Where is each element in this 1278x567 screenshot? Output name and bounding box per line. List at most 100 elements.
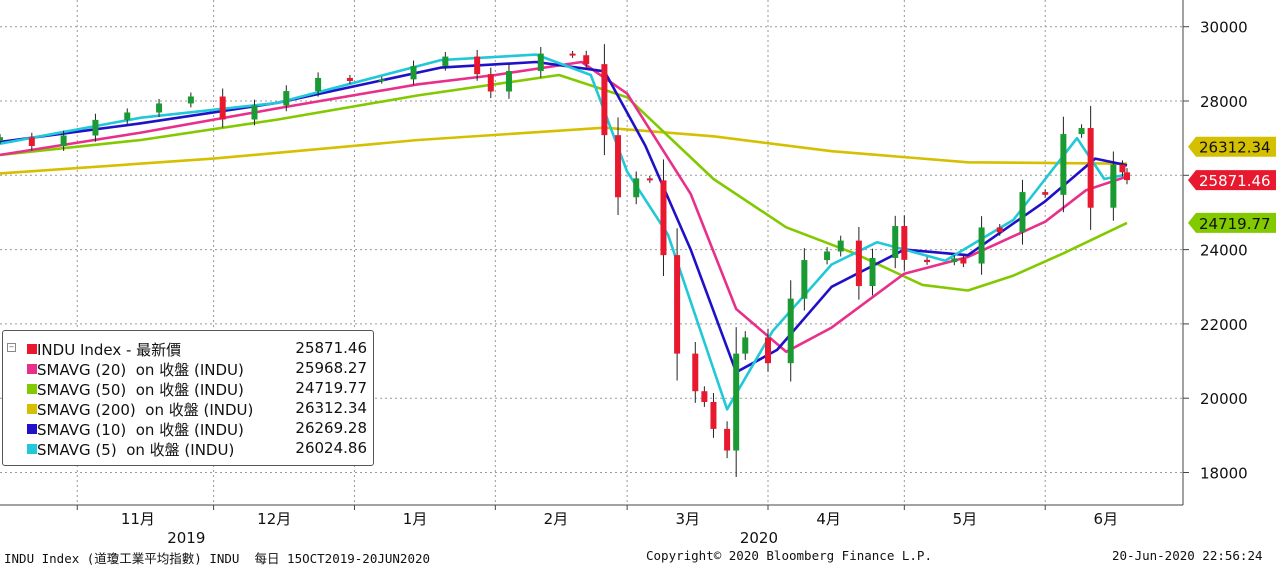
x-month-label: 2月	[544, 510, 569, 528]
legend-swatch	[27, 404, 37, 414]
y-tick-label: 24000	[1200, 242, 1248, 260]
candle-body	[646, 178, 653, 181]
candle-body	[1042, 192, 1049, 195]
ma-line-smavg-5-on-indu-	[0, 53, 1128, 411]
x-month-label: 4月	[816, 510, 841, 528]
candle-body	[474, 56, 481, 75]
candle-body	[892, 226, 899, 258]
candle-body	[901, 226, 908, 260]
legend-row[interactable]: SMAVG (200) on 收盤 (INDU) 26312.34	[11, 399, 371, 419]
legend-swatch	[27, 344, 37, 354]
candle-body	[583, 55, 590, 65]
price-tag-label: 25871.46	[1199, 172, 1271, 190]
candle-body	[742, 337, 749, 354]
candle-body	[187, 96, 194, 104]
candle-body	[1087, 128, 1094, 208]
ma-line-smavg-20-on-indu-	[0, 60, 1128, 354]
price-tag: 25871.46	[1188, 170, 1276, 191]
footer-security-info: INDU Index (道瓊工業平均指數) INDU 每日 15OCT2019-…	[4, 551, 431, 566]
candle-body	[251, 105, 258, 120]
legend-label: SMAVG (200) on 收盤 (INDU)	[37, 401, 254, 419]
price-tag-shape	[1188, 170, 1276, 191]
candle-body	[505, 71, 512, 92]
x-month-label: 1月	[403, 510, 428, 528]
candle-body	[601, 64, 608, 136]
candle-body	[346, 77, 353, 82]
candle-body	[1110, 164, 1117, 208]
candle-body	[824, 251, 831, 261]
candle-body	[996, 227, 1003, 233]
price-tag-shape	[1188, 136, 1276, 157]
chart-legend[interactable]: − INDU Index - 最新價 25871.46 SMAVG (20) on …	[2, 330, 374, 466]
candle-body	[28, 137, 35, 147]
candlesticks	[0, 44, 1130, 477]
candle-body	[487, 74, 494, 92]
legend-row[interactable]: SMAVG (5) on 收盤 (INDU) 26024.86	[11, 439, 371, 459]
candle-body	[1119, 164, 1126, 173]
candle-body	[0, 137, 3, 141]
legend-label: SMAVG (5) on 收盤 (INDU)	[37, 441, 235, 459]
candle-body	[569, 53, 576, 56]
candle-body	[1060, 134, 1067, 195]
candle-body	[764, 337, 771, 364]
legend-label: SMAVG (20) on 收盤 (INDU)	[37, 361, 244, 379]
candle-body	[692, 353, 699, 392]
legend-swatch	[27, 384, 37, 394]
candle-body	[615, 135, 622, 198]
x-axis: 11月 12月 1月 2月 3月 4月 5月 6月 2019 2020	[76, 505, 1118, 547]
candle-body	[674, 255, 681, 354]
candle-body	[855, 240, 862, 287]
price-tag-label: 24719.77	[1199, 215, 1271, 233]
candle-body	[978, 227, 985, 264]
ma-line-smavg-200-on-indu-	[0, 126, 1128, 175]
candle-body	[633, 178, 640, 198]
candle-body	[156, 103, 163, 113]
x-year-label: 2020	[740, 529, 778, 547]
candle-body	[283, 91, 290, 106]
ma-line-smavg-50-on-indu-	[0, 73, 1128, 292]
candle-body	[787, 298, 794, 364]
y-tick-label: 30000	[1200, 19, 1248, 37]
legend-value: 26312.34	[295, 399, 367, 417]
legend-value: 26269.28	[295, 419, 367, 437]
legend-swatch	[27, 444, 37, 454]
x-month-label: 11月	[121, 510, 155, 528]
legend-swatch	[27, 364, 37, 374]
candle-body	[733, 353, 740, 451]
candle-body	[951, 258, 958, 263]
candle-body	[315, 77, 322, 92]
x-month-label: 3月	[675, 510, 700, 528]
price-tag-shape	[1188, 212, 1276, 233]
legend-value: 26024.86	[295, 439, 367, 457]
legend-swatch	[27, 424, 37, 434]
y-tick-label: 28000	[1200, 93, 1248, 111]
legend-row[interactable]: INDU Index - 最新價 25871.46	[11, 339, 371, 359]
price-tags: 26312.34 25871.46 24719.77	[1188, 136, 1276, 233]
legend-collapse-icon[interactable]: −	[7, 343, 16, 352]
candle-body	[537, 53, 544, 72]
candle-body	[801, 260, 808, 299]
legend-label: SMAVG (50) on 收盤 (INDU)	[37, 381, 244, 399]
candle-body	[219, 96, 226, 120]
candle-body	[60, 135, 67, 147]
x-month-label: 12月	[257, 510, 291, 528]
x-year-label: 2019	[167, 529, 205, 547]
price-tag: 26312.34	[1188, 136, 1276, 157]
y-tick-label: 18000	[1200, 465, 1248, 483]
candle-body	[837, 240, 844, 252]
legend-row[interactable]: SMAVG (10) on 收盤 (INDU) 26269.28	[11, 419, 371, 439]
legend-value: 25871.46	[295, 339, 367, 357]
legend-row[interactable]: SMAVG (50) on 收盤 (INDU) 24719.77	[11, 379, 371, 399]
footer-copyright: Copyright© 2020 Bloomberg Finance L.P.	[646, 548, 932, 563]
legend-label: INDU Index - 最新價	[37, 341, 182, 359]
candle-body	[124, 112, 131, 120]
candle-body	[1078, 128, 1085, 135]
legend-value: 25968.27	[295, 359, 367, 377]
candle-body	[1019, 192, 1026, 233]
legend-row[interactable]: SMAVG (20) on 收盤 (INDU) 25968.27	[11, 359, 371, 379]
candle-body	[442, 56, 449, 67]
candle-body	[924, 259, 931, 263]
candle-body	[660, 180, 667, 256]
x-month-label: 5月	[953, 510, 978, 528]
